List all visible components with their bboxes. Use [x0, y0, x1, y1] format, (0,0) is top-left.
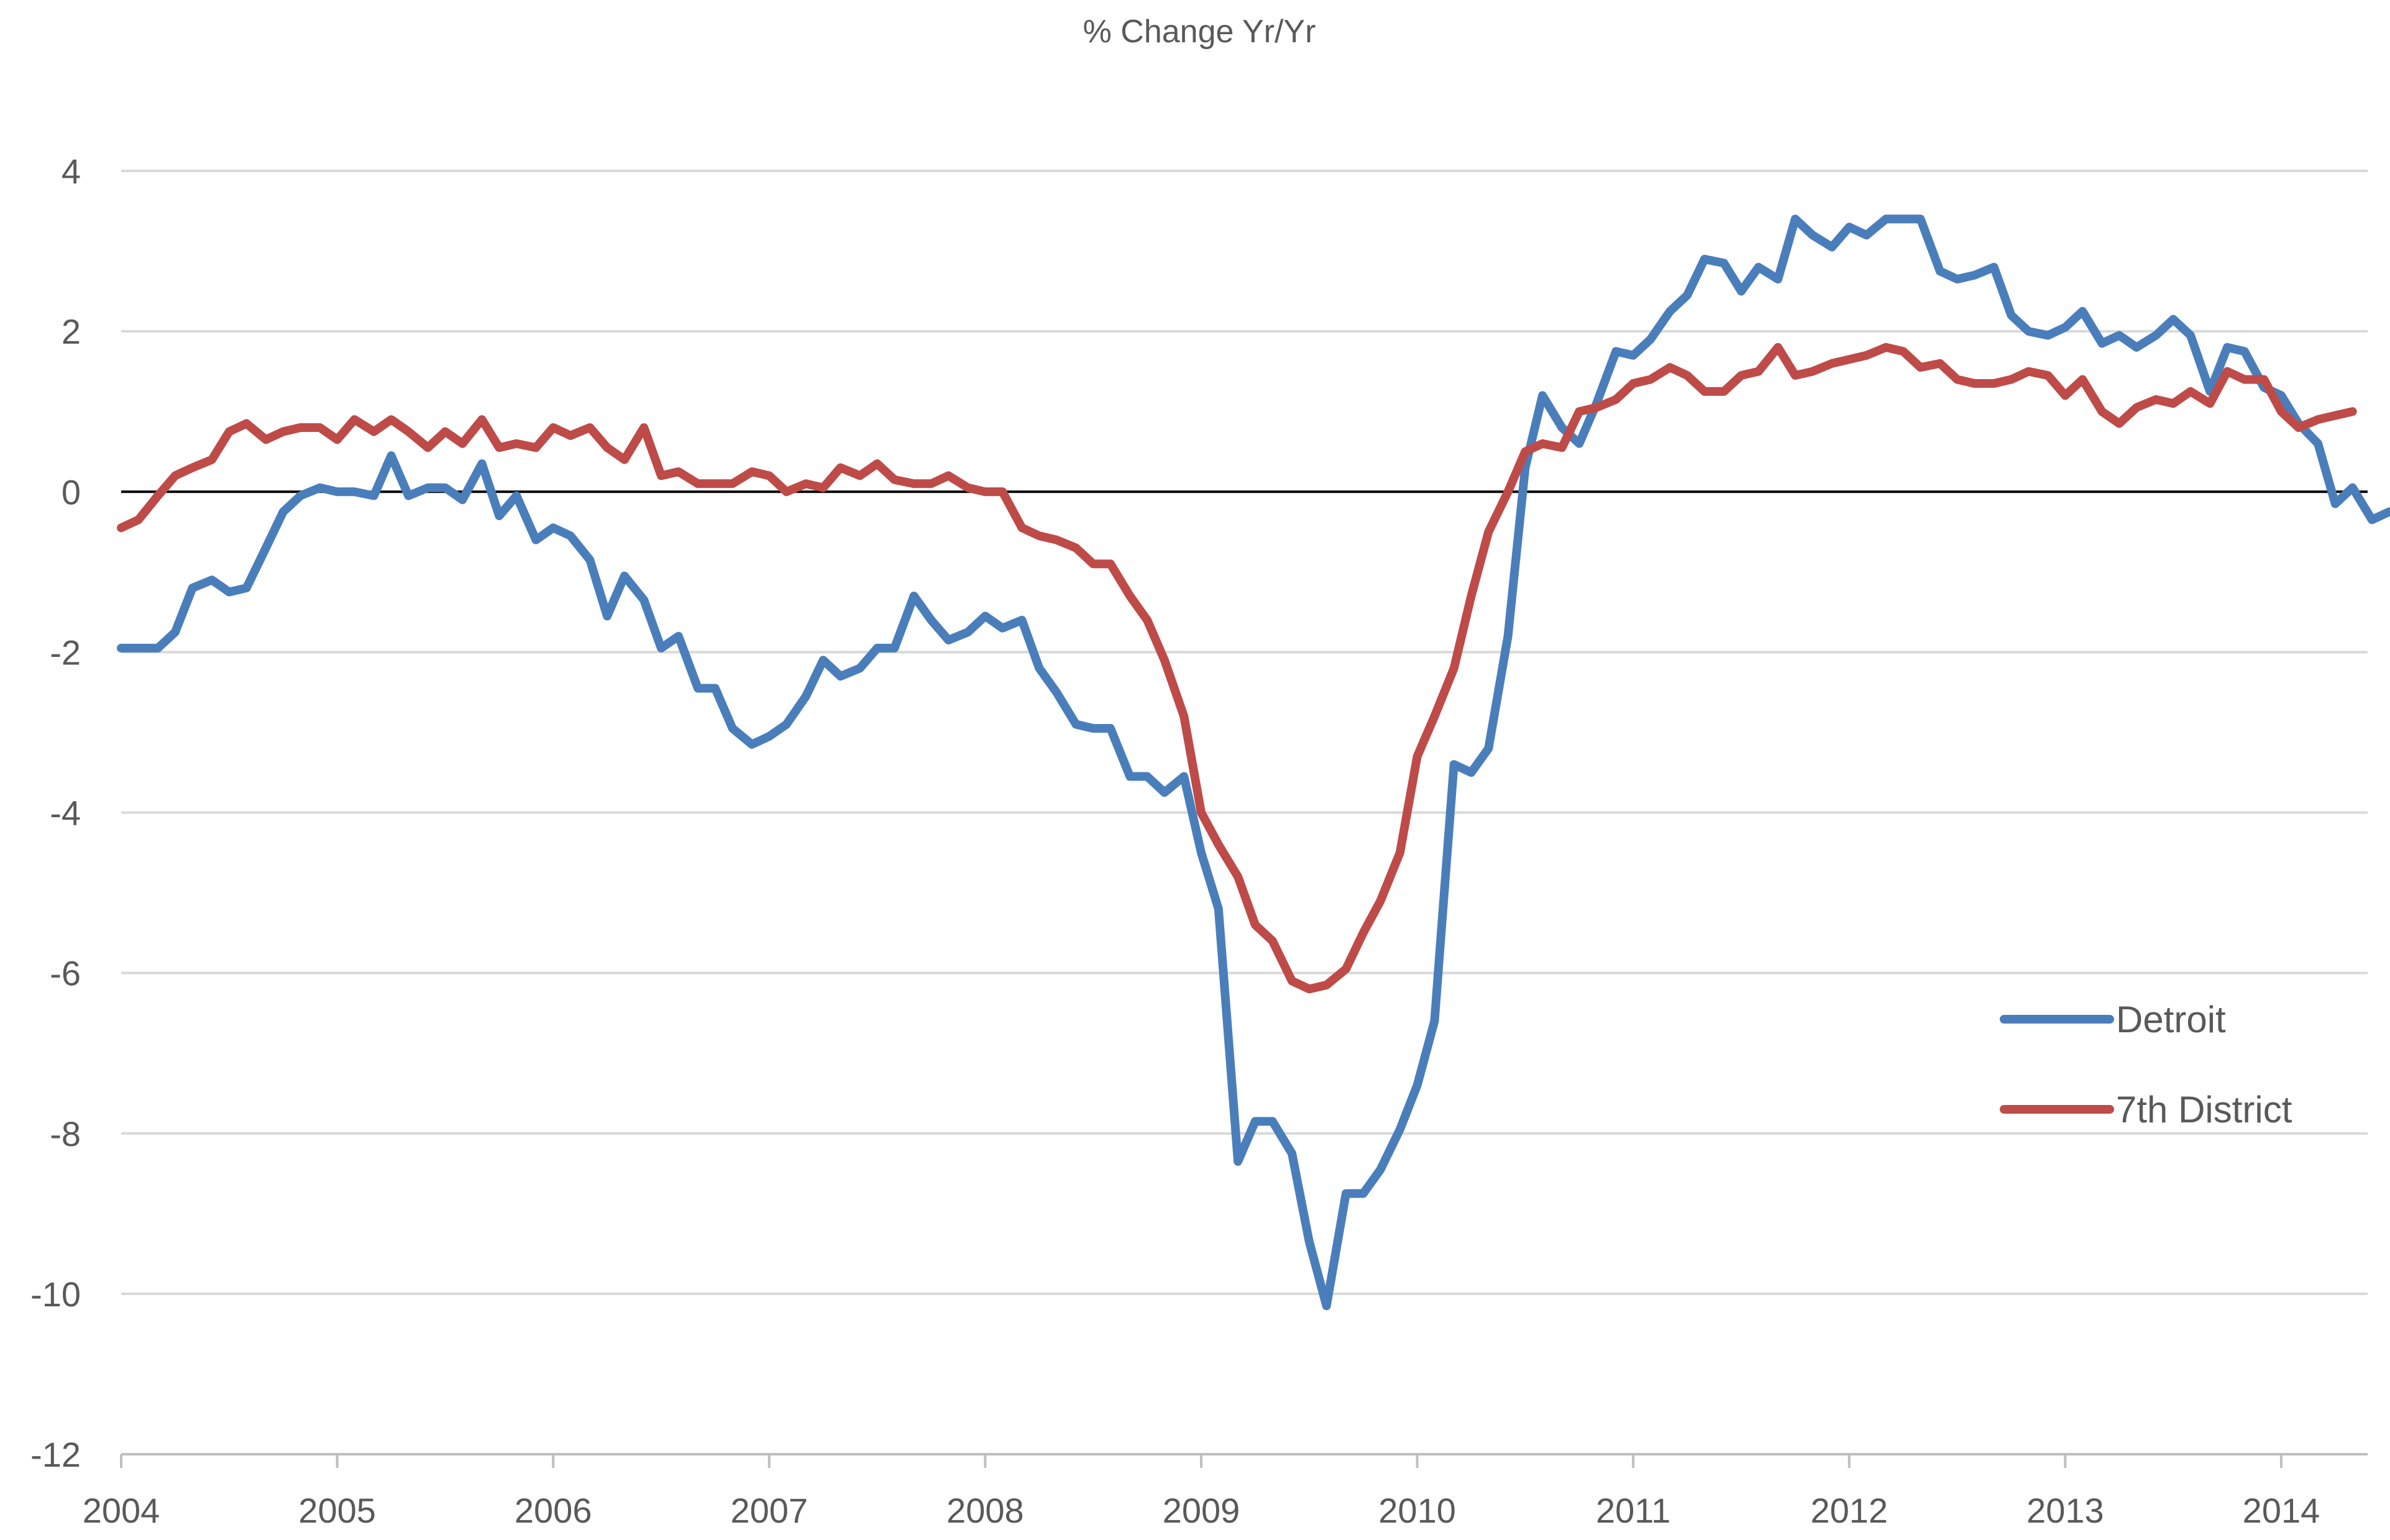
y-tick-label: -6 [50, 954, 81, 993]
y-tick-label: -8 [50, 1114, 81, 1153]
x-tick-label: 2011 [1596, 1491, 1670, 1530]
x-tick-label: 2012 [1810, 1491, 1888, 1530]
x-tick-label: 2005 [298, 1491, 376, 1530]
x-axis: 2004 2005 2006 2007 2008 2009 2010 2011 2012 2013… [83, 1453, 2368, 1530]
y-tick-label: 0 [62, 472, 81, 511]
x-tick-label: 2006 [515, 1491, 592, 1530]
y-tick-label: 4 [62, 152, 81, 191]
series-lines [117, 214, 2390, 1311]
y-tick-label: -2 [50, 633, 81, 672]
y-axis-tick-labels: 4 2 0 -2 -4 -6 -8 -10 -12 [30, 152, 81, 1474]
x-tick-label: 2014 [2243, 1491, 2320, 1530]
gridlines [121, 170, 2368, 1295]
x-tick-label: 2009 [1163, 1491, 1240, 1530]
legend: Detroit 7th District [2000, 999, 2292, 1130]
y-tick-label: 2 [62, 312, 81, 351]
x-tick-label: 2010 [1378, 1491, 1456, 1530]
chart-title: % Change Yr/Yr [1083, 14, 1316, 50]
legend-label: 7th District [2116, 1089, 2292, 1130]
x-tick-label: 2013 [2026, 1491, 2104, 1530]
legend-label: Detroit [2116, 999, 2226, 1040]
y-tick-label: -10 [30, 1275, 81, 1314]
x-tick-label: 2004 [83, 1491, 160, 1530]
x-tick-label: 2007 [730, 1491, 808, 1530]
series-line-7th-district [117, 342, 2357, 994]
y-tick-label: -4 [50, 794, 81, 833]
x-tick-label: 2008 [946, 1491, 1024, 1530]
series-line-detroit [117, 214, 2390, 1311]
y-tick-label: -12 [30, 1435, 81, 1474]
